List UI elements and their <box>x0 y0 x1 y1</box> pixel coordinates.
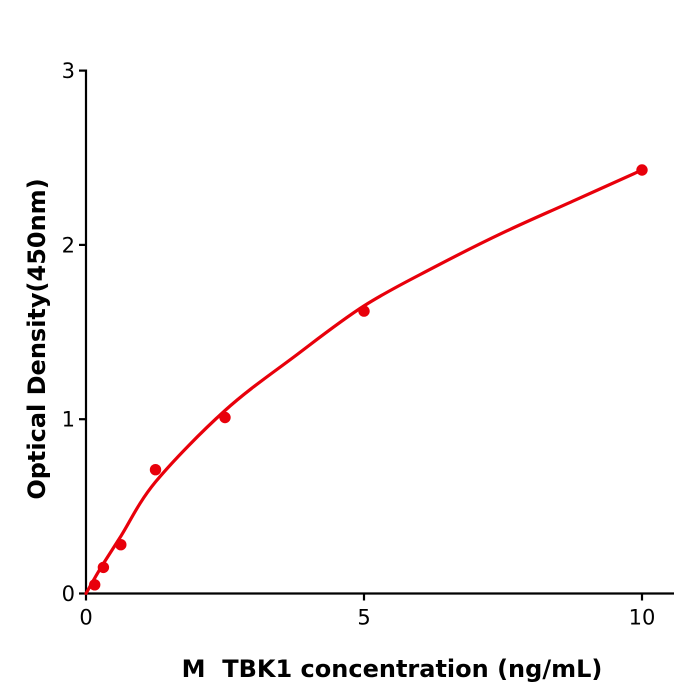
x-tick-label: 5 <box>357 606 370 630</box>
fit-curve-path <box>84 168 644 596</box>
data-point <box>97 561 110 574</box>
x-tick-label: 10 <box>629 606 656 630</box>
y-tick-label: 2 <box>62 233 75 257</box>
y-tick-label: 1 <box>62 408 75 432</box>
y-tick-label: 0 <box>62 582 75 606</box>
data-point <box>115 539 127 551</box>
axes <box>84 69 674 595</box>
x-axis-label: M TBK1 concentration (ng/mL) <box>181 655 603 683</box>
x-tick-label: 0 <box>79 606 92 630</box>
y-axis-label: Optical Density(450nm) <box>23 178 51 500</box>
data-point <box>149 464 162 476</box>
data-point <box>89 579 101 591</box>
axis-ticks: 0 5 10 0 1 2 3 <box>62 59 656 629</box>
data-point <box>636 164 648 176</box>
fit-curve <box>84 168 644 596</box>
data-point <box>358 305 370 317</box>
data-points <box>89 164 648 591</box>
y-tick-label: 3 <box>62 59 75 83</box>
data-point <box>219 411 231 424</box>
